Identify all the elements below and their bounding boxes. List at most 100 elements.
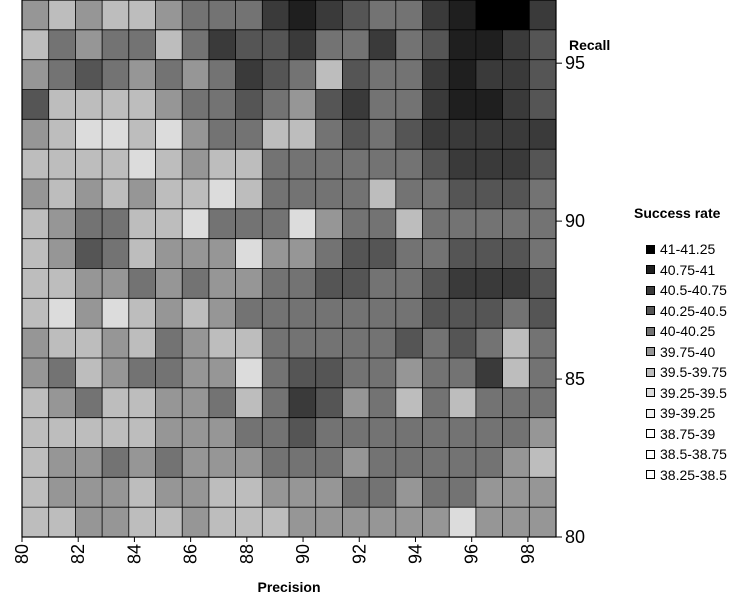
contour-cell — [342, 119, 370, 150]
contour-cell — [369, 238, 397, 269]
legend-items: 41-41.25 40.75-41 40.5-40.75 40.25-40.5 40-4… — [634, 239, 746, 485]
contour-cell — [262, 59, 290, 90]
contour-cell — [395, 328, 423, 359]
legend-label: 38.25-38.5 — [660, 466, 727, 483]
contour-cell — [102, 358, 130, 389]
x-tick-label: 88 — [237, 544, 257, 564]
contour-cell — [235, 208, 263, 240]
contour-cell — [289, 119, 317, 150]
contour-cell — [422, 387, 450, 419]
contour-cell — [422, 208, 450, 240]
contour-cell — [262, 0, 290, 31]
contour-cell — [342, 208, 370, 240]
contour-cell — [155, 507, 183, 538]
contour-cell — [182, 507, 210, 538]
contour-cell — [502, 447, 530, 478]
contour-cell — [22, 119, 50, 150]
contour-cell — [22, 89, 50, 120]
contour-cell — [422, 29, 450, 61]
contour-cell — [155, 447, 183, 478]
contour-fill-layer — [22, 0, 557, 538]
contour-cell — [182, 238, 210, 269]
contour-cell — [449, 89, 477, 120]
contour-cell — [262, 238, 290, 269]
contour-cell — [289, 238, 317, 269]
contour-cell — [102, 119, 130, 150]
contour-cell — [502, 328, 530, 359]
contour-cell — [422, 298, 450, 329]
contour-cell — [262, 417, 290, 448]
legend-swatch — [646, 244, 655, 254]
contour-cell — [529, 358, 557, 389]
contour-cell — [75, 238, 103, 269]
contour-cell — [315, 268, 343, 299]
contour-cell — [502, 149, 530, 180]
contour-cell — [128, 89, 156, 120]
contour-cell — [449, 268, 477, 299]
x-tick-label: 84 — [124, 544, 144, 564]
contour-cell — [502, 179, 530, 210]
contour-cell — [22, 238, 50, 269]
contour-cell — [342, 0, 370, 31]
contour-cell — [48, 328, 76, 359]
contour-cell — [235, 328, 263, 359]
contour-cell — [342, 238, 370, 269]
contour-cell — [182, 417, 210, 448]
contour-cell — [48, 298, 76, 329]
contour-cell — [102, 417, 130, 448]
legend-item: 39-39.25 — [634, 403, 746, 424]
contour-cell — [502, 89, 530, 120]
contour-cell — [449, 387, 477, 419]
contour-cell — [395, 59, 423, 90]
x-axis-ticks: 80 82 84 86 88 90 92 94 96 98 — [12, 537, 538, 564]
contour-cell — [529, 387, 557, 419]
legend-swatch — [646, 367, 655, 377]
legend-label: 38.5-38.75 — [660, 446, 727, 463]
contour-cell — [235, 89, 263, 120]
contour-cell — [128, 238, 156, 269]
plot-area-border — [21, 0, 557, 538]
contour-cell — [529, 447, 557, 478]
contour-cell — [75, 447, 103, 478]
legend-swatch — [646, 429, 655, 439]
contour-cell — [155, 298, 183, 329]
contour-cell — [529, 0, 557, 31]
contour-cell — [502, 59, 530, 90]
legend-item: 40.75-41 — [634, 260, 746, 281]
contour-cell — [235, 179, 263, 210]
contour-cell — [155, 59, 183, 90]
contour-cell — [342, 149, 370, 180]
legend-label: 40-40.25 — [660, 323, 716, 340]
legend-label: 40.75-41 — [660, 261, 716, 278]
contour-cell — [128, 447, 156, 478]
contour-cell — [502, 119, 530, 150]
contour-cell — [502, 238, 530, 269]
contour-cell — [262, 179, 290, 210]
contour-cell — [22, 0, 50, 31]
contour-cell — [289, 29, 317, 61]
contour-cell — [235, 119, 263, 150]
contour-cell — [22, 149, 50, 180]
x-tick-label: 90 — [293, 544, 313, 564]
contour-cell — [22, 358, 50, 389]
contour-cell — [208, 29, 236, 61]
contour-cell — [342, 447, 370, 478]
legend-label: 39.25-39.5 — [660, 384, 727, 401]
contour-cell — [342, 387, 370, 419]
contour-cell — [182, 208, 210, 240]
contour-cell — [48, 0, 76, 31]
contour-cell — [128, 208, 156, 240]
contour-cell — [75, 328, 103, 359]
contour-cell — [182, 477, 210, 508]
contour-cell — [128, 179, 156, 210]
contour-cell — [369, 59, 397, 90]
legend-label: 41-41.25 — [660, 241, 716, 258]
contour-cell — [235, 268, 263, 299]
contour-cell — [235, 417, 263, 448]
contour-cell — [48, 238, 76, 269]
contour-cell — [289, 0, 317, 31]
contour-cell — [155, 208, 183, 240]
contour-cell — [262, 507, 290, 538]
contour-cell — [342, 59, 370, 90]
contour-cell — [262, 477, 290, 508]
